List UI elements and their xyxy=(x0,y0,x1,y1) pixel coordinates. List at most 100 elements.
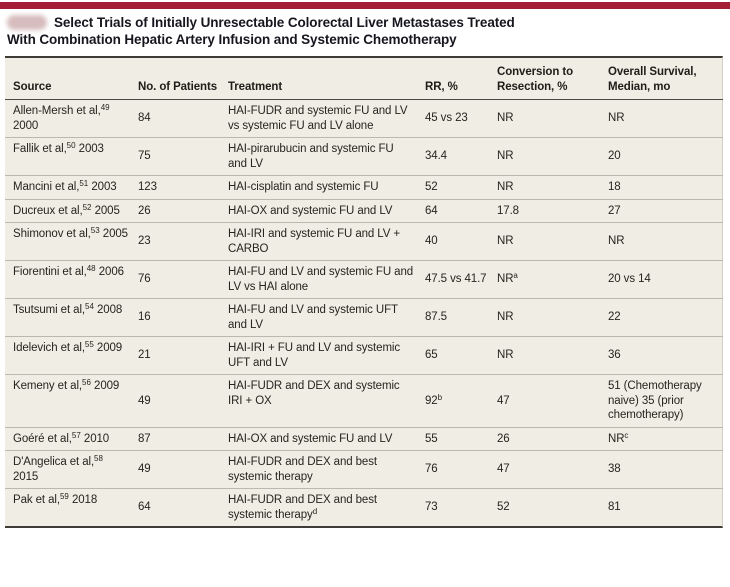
treatment-cell: HAI-FUDR and DEX and systemic IRI + OX xyxy=(228,374,425,427)
footnote-marker: 50 xyxy=(66,141,76,150)
footnote-marker: 52 xyxy=(82,202,92,212)
source-cell: Shimonov et al,53 2005 xyxy=(5,222,138,261)
treatment-cell: HAI-IRI + FU and LV and systemic UFT and… xyxy=(228,336,425,375)
conversion-cell: NR xyxy=(497,175,608,199)
table-row: Allen-Mersh et al,49 2000 84 HAI-FUDR and … xyxy=(5,100,723,138)
patients-cell: 49 xyxy=(138,450,228,489)
survival-cell: 20 vs 14 xyxy=(608,260,723,299)
footnote-marker: 48 xyxy=(86,264,96,273)
rr-cell: 65 xyxy=(425,336,497,375)
table-row: Ducreux et al,52 2005 26 HAI-OX and system… xyxy=(5,198,723,223)
conversion-cell: NR xyxy=(497,112,514,125)
conversion-cell: 47 xyxy=(497,450,608,489)
patients-cell: 87 xyxy=(138,426,228,451)
rr-cell: 64 xyxy=(425,198,497,223)
survival-cell: 36 xyxy=(608,336,723,375)
footnote-marker: 58 xyxy=(94,454,103,463)
footnote-marker: 57 xyxy=(71,430,81,440)
redacted-table-label xyxy=(7,15,47,30)
header-row: Source No. of Patients Treatment RR, % C… xyxy=(5,58,723,100)
table-row: Idelevich et al,55 2009 21 HAI-IRI + FU an… xyxy=(5,336,723,375)
source-cell: Fiorentini et al,48 2006 xyxy=(5,260,138,299)
patients-cell: 23 xyxy=(138,222,228,261)
treatment-cell: HAI-OX and systemic FU and LV xyxy=(228,198,425,223)
source-cell: Fallik et al,50 2003 xyxy=(5,137,138,176)
source-cell: Tsutsumi et al,54 2008 xyxy=(5,298,138,337)
conversion-cell: 47 xyxy=(497,374,608,427)
column-header-treatment: Treatment xyxy=(228,58,425,100)
source-cell: Ducreux et al,52 2005 xyxy=(5,198,138,223)
patients-cell: 76 xyxy=(138,260,228,299)
table-row: Fiorentini et al,48 2006 76 HAI-FU and LV … xyxy=(5,260,723,299)
conversion-cell: 26 xyxy=(497,426,608,451)
source-cell: D'Angelica et al,58 2015 xyxy=(5,450,138,489)
rr-cell: 52 xyxy=(425,175,497,199)
source-cell: Idelevich et al,55 2009 xyxy=(5,336,138,375)
source-cell: Allen-Mersh et al,49 2000 xyxy=(13,103,110,132)
trials-table: Source No. of Patients Treatment RR, % C… xyxy=(5,58,723,526)
survival-cell: NR xyxy=(608,112,625,125)
accent-bar xyxy=(0,2,730,9)
footnote-marker: b xyxy=(437,392,443,402)
table-row: Mancini et al,51 2003 123 HAI-cisplatin an… xyxy=(5,175,723,199)
column-header-patients: No. of Patients xyxy=(138,58,228,100)
source-cell: Mancini et al,51 2003 xyxy=(5,175,138,199)
table-row: Kemeny et al,56 2009 49 HAI-FUDR and DEX a… xyxy=(5,374,723,427)
patients-cell: 75 xyxy=(138,137,228,176)
rr-cell: 45 vs 23 xyxy=(425,112,468,125)
patients-cell: 123 xyxy=(138,175,228,199)
conversion-cell: 17.8 xyxy=(497,198,608,223)
treatment-cell: HAI-cisplatin and systemic FU xyxy=(228,175,425,199)
column-header-conversion: Conversion to Resection, % xyxy=(497,58,608,100)
source-cell: Pak et al,59 2018 xyxy=(5,488,138,526)
treatment-cell: HAI-FU and LV and systemic FU and LV vs … xyxy=(228,260,425,299)
patients-cell: 21 xyxy=(138,336,228,375)
rr-cell: 92b xyxy=(425,374,497,427)
footnote-marker: c xyxy=(624,430,629,440)
rr-cell: 87.5 xyxy=(425,298,497,337)
conversion-cell: NR xyxy=(497,298,608,337)
rr-cell: 34.4 xyxy=(425,137,497,176)
footnote-marker: 51 xyxy=(79,179,89,188)
footnote-marker: 53 xyxy=(90,226,100,235)
survival-cell: NR xyxy=(608,222,723,261)
title-line-2: With Combination Hepatic Artery Infusion… xyxy=(7,32,457,47)
table-row: Tsutsumi et al,54 2008 16 HAI-FU and LV an… xyxy=(5,298,723,337)
survival-cell: 51 (Chemotherapy naive) 35 (prior chemot… xyxy=(608,374,723,427)
footnote-marker: 55 xyxy=(84,340,94,349)
conversion-cell: NRa xyxy=(497,260,608,299)
footnote-marker: 54 xyxy=(85,302,94,311)
treatment-cell: HAI-pirarubucin and systemic FU and LV xyxy=(228,137,425,176)
conversion-cell: NR xyxy=(497,222,608,261)
patients-cell: 26 xyxy=(138,198,228,223)
column-header-survival: Overall Survival, Median, mo xyxy=(608,58,723,100)
rr-cell: 76 xyxy=(425,450,497,489)
conversion-cell: NR xyxy=(497,336,608,375)
footnote-marker: 49 xyxy=(100,103,110,112)
treatment-cell: HAI-IRI and systemic FU and LV + CARBO xyxy=(228,222,425,261)
trials-table-wrap: Source No. of Patients Treatment RR, % C… xyxy=(5,56,723,528)
table-row: Shimonov et al,53 2005 23 HAI-IRI and syst… xyxy=(5,222,723,261)
survival-cell: 81 xyxy=(608,488,723,526)
treatment-cell: HAI-FUDR and DEX and best systemic thera… xyxy=(228,450,425,489)
footnote-marker: d xyxy=(312,506,318,516)
treatment-cell: HAI-OX and systemic FU and LV xyxy=(228,426,425,451)
source-cell: Goéré et al,57 2010 xyxy=(5,426,138,451)
survival-cell: 20 xyxy=(608,137,723,176)
column-header-source: Source xyxy=(5,58,138,100)
survival-cell: 22 xyxy=(608,298,723,337)
treatment-cell: HAI-FUDR and systemic FU and LV vs syste… xyxy=(228,105,408,132)
table-row: Pak et al,59 2018 64 HAI-FUDR and DEX and … xyxy=(5,488,723,526)
patients-cell: 64 xyxy=(138,488,228,526)
patients-cell: 84 xyxy=(138,112,151,125)
table-row: D'Angelica et al,58 2015 49 HAI-FUDR and D… xyxy=(5,450,723,489)
rr-cell: 40 xyxy=(425,222,497,261)
table-body: Allen-Mersh et al,49 2000 84 HAI-FUDR and … xyxy=(5,100,723,526)
footnote-marker: a xyxy=(513,271,518,281)
patients-cell: 49 xyxy=(138,374,228,427)
conversion-cell: 52 xyxy=(497,488,608,526)
survival-cell: 18 xyxy=(608,175,723,199)
title-line-1-text: Select Trials of Initially Unresectable … xyxy=(54,15,515,30)
survival-cell: 27 xyxy=(608,198,723,223)
